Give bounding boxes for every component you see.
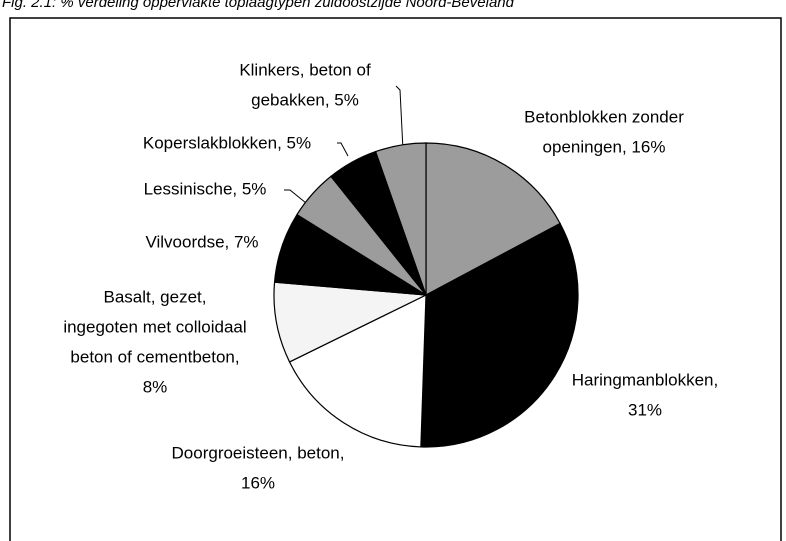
leader-line <box>284 189 307 204</box>
pie-slice <box>425 142 561 296</box>
slice-label: gebakken, 5% <box>251 90 359 109</box>
slice-label: Haringmanblokken, <box>572 370 718 389</box>
slice-label: Lessinische, 5% <box>144 179 267 198</box>
slice-label: Betonblokken zonder <box>524 107 684 126</box>
slice-label: 31% <box>628 400 662 419</box>
slice-label: beton of cementbeton, <box>70 347 239 366</box>
slice-label: Basalt, gezet, <box>103 287 206 306</box>
leader-line <box>395 85 404 151</box>
pie-slice <box>420 222 579 448</box>
slice-label: Vilvoordse, 7% <box>145 232 258 251</box>
slice-label: Klinkers, beton of <box>239 60 371 79</box>
slice-label: Koperslakblokken, 5% <box>143 133 311 152</box>
pie-slice <box>288 294 427 448</box>
slice-label: openingen, 16% <box>543 137 666 156</box>
chart-title: Fig. 2.1: % verdeling oppervlakte toplaa… <box>2 0 515 11</box>
slice-label: ingegoten met colloidaal <box>63 317 246 336</box>
slice-label: Doorgroeisteen, beton, <box>172 443 345 462</box>
slice-label: 8% <box>143 377 168 396</box>
leader-line <box>337 142 349 157</box>
slice-label: 16% <box>241 473 275 492</box>
chart-frame <box>9 17 782 541</box>
pie-slice <box>374 142 427 296</box>
